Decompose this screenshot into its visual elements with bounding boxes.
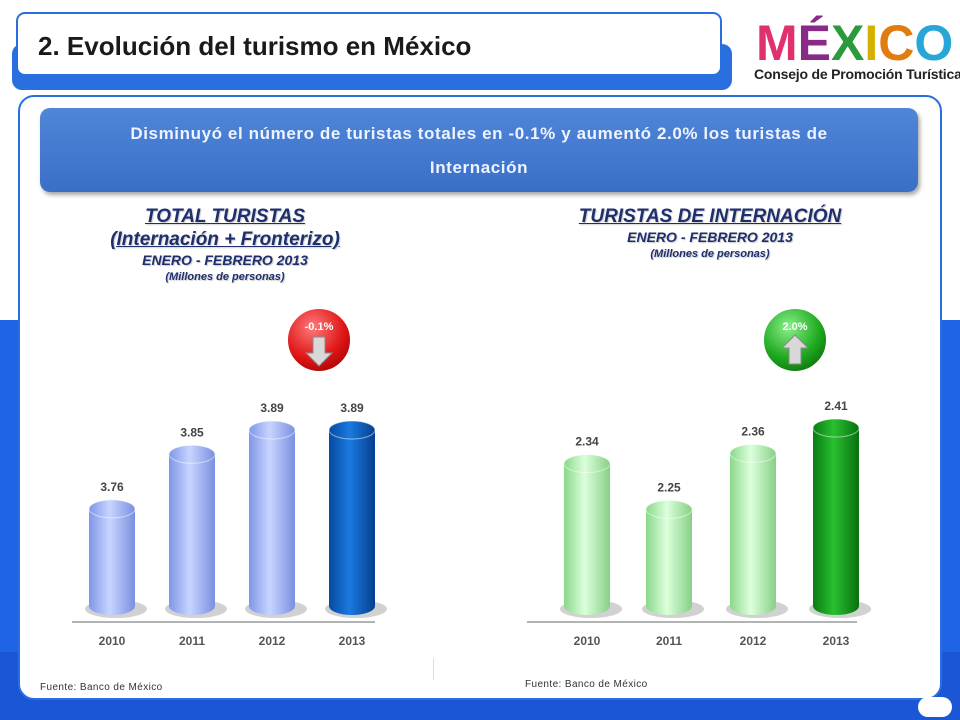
chart1-header: TOTAL TURISTAS (Internación + Fronterizo… xyxy=(60,205,390,285)
chart2-bar-top xyxy=(563,454,611,474)
chart1-value-label: 3.85 xyxy=(180,425,204,439)
chart2-category-label: 2013 xyxy=(823,634,850,648)
chart1-category-label: 2012 xyxy=(259,634,286,648)
chart1-value-label: 3.89 xyxy=(340,401,364,415)
chart2-bar xyxy=(813,428,859,615)
chart2-bar xyxy=(564,463,610,615)
chart2-bar-top xyxy=(645,499,693,519)
chart1-change-badge-label: -0.1% xyxy=(305,321,334,333)
chart1-value-label: 3.76 xyxy=(100,480,124,494)
chart1-bar xyxy=(329,430,375,615)
chart1-category-label: 2011 xyxy=(179,634,205,648)
banner-line-1: Disminuyó el número de turistas totales … xyxy=(130,124,828,143)
headline-banner: Disminuyó el número de turistas totales … xyxy=(40,108,918,192)
footer-divider xyxy=(433,658,434,680)
chart2-bar xyxy=(730,453,776,615)
chart2-category-label: 2012 xyxy=(740,634,767,648)
chart1-bar-top xyxy=(88,499,136,519)
chart1-bar xyxy=(249,430,295,615)
arrow-up-icon xyxy=(780,334,810,365)
chart2-header: TURISTAS DE INTERNACIÓN ENERO - FEBRERO … xyxy=(530,205,890,262)
chart1-bar-top xyxy=(248,420,296,440)
chart1-title: TOTAL TURISTAS xyxy=(144,206,306,227)
chart1-subtitle: (Internación + Fronterizo) xyxy=(110,229,340,250)
chart1-unit: (Millones de personas) xyxy=(165,271,285,283)
banner-line-2: Internación xyxy=(429,158,529,177)
mexico-logo-word: MÉXICO xyxy=(756,15,953,66)
title-box: 2. Evolución del turismo en México xyxy=(16,12,722,76)
chart2-change-badge-label: 2.0% xyxy=(782,321,807,333)
slide-title: 2. Evolución del turismo en México xyxy=(38,31,472,61)
chart2-category-label: 2011 xyxy=(656,634,682,648)
chart1-bar xyxy=(89,508,135,615)
arrow-down-icon xyxy=(304,336,334,367)
chart2-bar xyxy=(646,509,692,615)
chart1-period: ENERO - FEBRERO 2013 xyxy=(142,252,308,268)
source-left: Fuente: Banco de México xyxy=(40,682,163,693)
chart2-title: TURISTAS DE INTERNACIÓN xyxy=(578,206,842,227)
chart1-category-label: 2010 xyxy=(99,634,126,648)
chart2-bar-top xyxy=(812,418,860,438)
mexico-logo: MÉXICO Consejo de Promoción Turística xyxy=(754,10,960,92)
chart2-value-label: 2.25 xyxy=(657,480,681,494)
chart2-bar-top xyxy=(729,443,777,463)
source-right: Fuente: Banco de México xyxy=(525,679,648,690)
mexico-logo-mark: MÉXICO xyxy=(756,15,953,71)
chart1-bar xyxy=(169,454,215,615)
chart1-bar-top xyxy=(168,444,216,464)
chart2-period: ENERO - FEBRERO 2013 xyxy=(627,229,793,245)
chart2-value-label: 2.41 xyxy=(824,399,848,413)
chart2-category-label: 2010 xyxy=(574,634,601,648)
chart1-category-label: 2013 xyxy=(339,634,366,648)
chart2-value-label: 2.34 xyxy=(575,435,599,449)
logo-subtitle: Consejo de Promoción Turística xyxy=(754,66,960,82)
chart1-bar-top xyxy=(328,420,376,440)
corner-tab xyxy=(918,697,952,717)
chart1-value-label: 3.89 xyxy=(260,401,284,415)
chart2-value-label: 2.36 xyxy=(741,424,765,438)
chart2-unit: (Millones de personas) xyxy=(650,248,770,260)
